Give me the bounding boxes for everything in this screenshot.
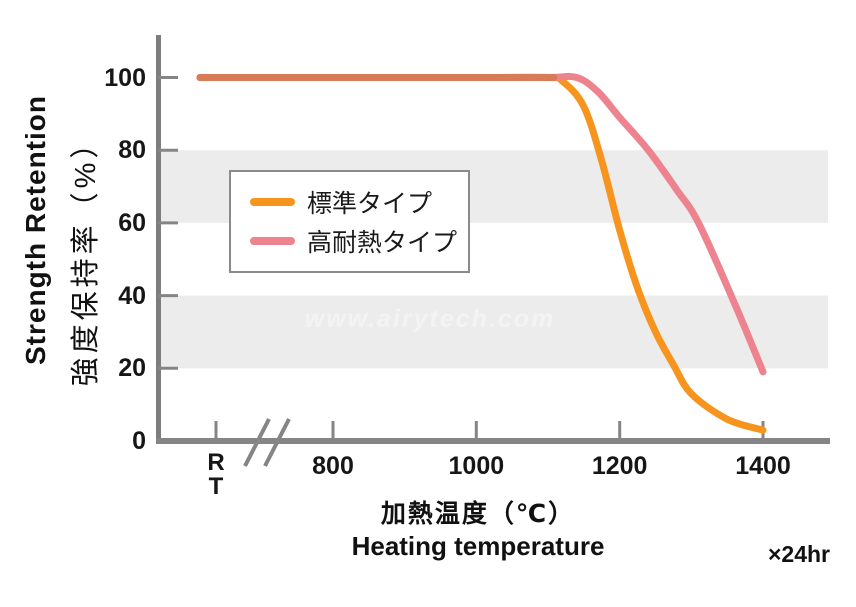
x-tick-label: 800 <box>312 452 354 480</box>
legend-swatch-standard <box>250 198 295 206</box>
x-tick-label: 1400 <box>735 452 791 480</box>
y-tick-label: 100 <box>104 63 146 92</box>
x-tick-label-rt: R T <box>196 451 236 499</box>
shaded-band <box>158 295 828 369</box>
x-axis-title: 加熱温度（℃） Heating temperature <box>278 499 678 562</box>
y-tick-label: 80 <box>118 136 146 165</box>
axes <box>156 35 830 467</box>
y-tick-label: 0 <box>132 427 146 455</box>
y-tick-label: 60 <box>118 208 146 237</box>
legend-item-high-heat: 高耐熱タイプ <box>250 227 468 257</box>
y-tick-label: 40 <box>118 281 146 310</box>
x-axis-title-en: Heating temperature <box>351 531 605 561</box>
duration-note: ×24hr <box>767 541 830 567</box>
legend-label-high-heat: 高耐熱タイプ <box>307 229 458 257</box>
x-tick-label: 1000 <box>448 452 505 480</box>
x-tick-marks <box>214 421 765 439</box>
legend-item-standard: 標準タイプ <box>250 188 468 218</box>
rt-letter-r: R <box>207 449 225 476</box>
x-tick-label: 1200 <box>591 452 648 480</box>
y-tick-label: 20 <box>118 354 146 383</box>
legend: 標準タイプ 高耐熱タイプ <box>229 170 470 273</box>
legend-swatch-high-heat <box>250 237 295 245</box>
rt-letter-t: T <box>208 473 224 500</box>
x-axis-title-ja: 加熱温度（℃） <box>380 500 576 528</box>
legend-label-standard: 標準タイプ <box>307 190 433 218</box>
axis-break-mark <box>243 418 291 467</box>
curves <box>196 72 767 434</box>
y-tick-marks <box>158 76 178 370</box>
watermark-text: www.airytech.com <box>305 305 556 333</box>
y-axis-title-en: Strength Retention <box>20 95 51 365</box>
